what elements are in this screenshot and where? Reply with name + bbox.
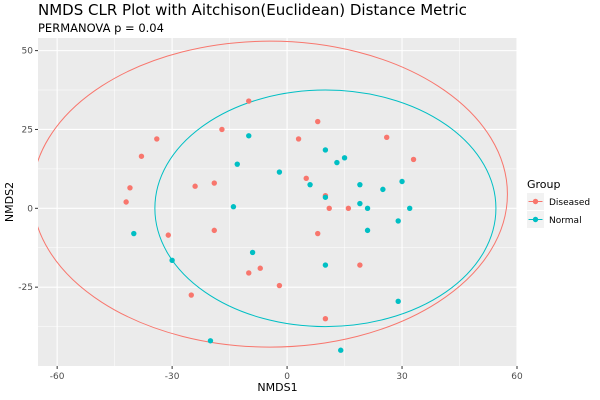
legend: Group Diseased Normal (527, 178, 590, 228)
point-diseased (326, 205, 332, 212)
point-normal (338, 347, 344, 353)
point-diseased (384, 134, 390, 141)
point-diseased (357, 262, 363, 268)
point-diseased (295, 136, 302, 142)
point-diseased (211, 180, 217, 186)
legend-label-normal: Normal (549, 216, 582, 226)
legend-title: Group (527, 178, 561, 191)
point-diseased (154, 136, 160, 142)
point-diseased (276, 282, 283, 289)
point-normal (322, 147, 329, 153)
point-diseased (188, 292, 194, 298)
point-normal (395, 298, 401, 305)
point-diseased (303, 175, 309, 182)
point-diseased (322, 315, 329, 322)
y-axis-title: NMDS2 (3, 182, 16, 222)
point-normal (364, 205, 371, 212)
plot-panel (38, 38, 517, 366)
point-normal (395, 218, 401, 224)
point-normal (380, 186, 386, 193)
point-diseased (315, 230, 321, 237)
chart-subtitle: PERMANOVA p = 0.04 (38, 21, 164, 35)
legend-label-diseased: Diseased (549, 198, 590, 208)
y-tick-label: 50 (22, 47, 34, 57)
point-normal (322, 262, 329, 268)
point-normal (307, 181, 313, 188)
point-diseased (127, 185, 133, 191)
ellipse-diseased (38, 40, 508, 348)
point-diseased (410, 156, 417, 163)
point-normal (207, 338, 214, 344)
point-normal (230, 204, 237, 210)
legend-key-point (532, 216, 539, 223)
point-normal (169, 257, 175, 264)
point-diseased (345, 205, 352, 212)
point-normal (357, 200, 363, 207)
legend-key-point (532, 198, 539, 205)
point-diseased (123, 199, 129, 205)
point-normal (322, 194, 329, 200)
x-tick-label: -60 (50, 372, 65, 382)
point-diseased (246, 98, 252, 104)
y-tick-label: 0 (27, 204, 33, 214)
chart-title: NMDS CLR Plot with Aitchison(Euclidean) … (38, 1, 467, 19)
x-tick-label: 30 (396, 372, 408, 382)
point-normal (131, 230, 137, 237)
point-normal (357, 181, 363, 188)
x-tick-label: -30 (165, 372, 180, 382)
point-normal (399, 178, 405, 185)
x-axis-title: NMDS1 (257, 381, 297, 394)
point-diseased (192, 183, 198, 189)
point-diseased (315, 118, 321, 125)
point-normal (246, 133, 252, 139)
point-diseased (211, 227, 217, 234)
point-normal (234, 161, 240, 167)
point-normal (341, 155, 348, 161)
point-diseased (138, 153, 145, 159)
point-diseased (165, 232, 171, 238)
point-diseased (246, 270, 252, 276)
point-normal (364, 227, 371, 234)
point-normal (407, 205, 413, 212)
point-normal (334, 159, 340, 166)
x-tick-label: 60 (511, 372, 523, 382)
x-tick-label: 0 (284, 372, 290, 382)
ellipse-normal (154, 89, 497, 328)
point-diseased (219, 126, 225, 133)
y-tick-label: 25 (22, 125, 33, 135)
y-tick-label: -25 (18, 283, 33, 293)
point-diseased (257, 265, 263, 271)
point-normal (249, 249, 256, 256)
point-normal (276, 169, 283, 175)
